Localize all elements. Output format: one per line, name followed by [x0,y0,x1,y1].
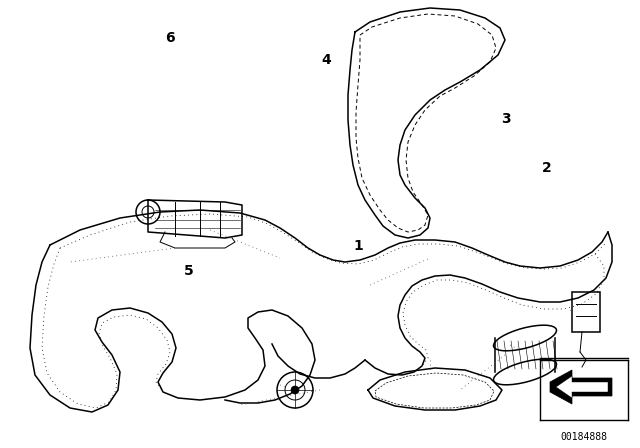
Polygon shape [556,376,608,398]
Text: 6: 6 [164,31,175,45]
Text: 3: 3 [500,112,511,126]
Text: 2: 2 [542,161,552,175]
Text: 4: 4 [321,53,332,68]
Circle shape [291,386,299,394]
Text: 5: 5 [184,264,194,278]
Text: 00184888: 00184888 [561,432,607,442]
Bar [572,292,600,332]
Text: 1: 1 [353,239,364,254]
Polygon shape [550,370,612,404]
